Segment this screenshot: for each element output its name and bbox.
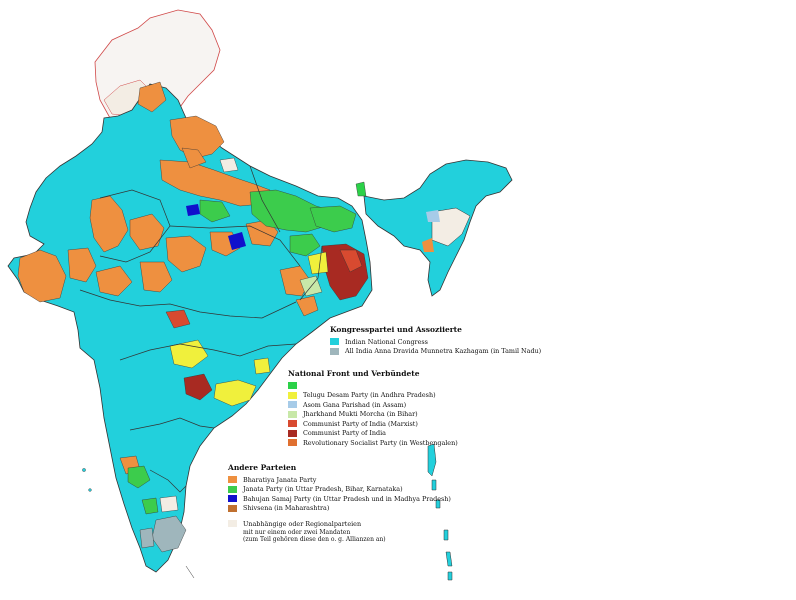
- legend-item: Shivsena (in Maharashtra): [228, 504, 451, 514]
- legend-swatch: [330, 338, 339, 346]
- legend-swatch: [288, 429, 297, 437]
- legend-item: Jharkhand Mukti Morcha (in Bihar): [288, 410, 458, 420]
- legend-national-front-title: National Front und Verbündete: [288, 369, 420, 378]
- legend-item: Asom Gana Parishad (in Assam): [288, 400, 458, 410]
- legend-label: Communist Party of India: [303, 429, 386, 438]
- lakshadweep-islands: [82, 468, 92, 492]
- legend-item: Bharatiya Janata Party: [228, 475, 451, 485]
- legend-swatch: [288, 439, 297, 447]
- legend-item: Janata Party (in Uttar Pradesh, Bihar, K…: [228, 485, 451, 495]
- legend-swatch: [228, 520, 237, 528]
- legend-item: Communist Party of India (Marxist): [288, 419, 458, 429]
- legend-note-line: (zum Teil gehören diese den o. g. Allian…: [243, 535, 386, 543]
- legend-label: All India Anna Dravida Munnetra Kazhagam…: [345, 347, 542, 356]
- legend-congress: Kongresspartei und Assoziierte Indian Na…: [330, 325, 541, 356]
- legend-swatch: [288, 391, 297, 399]
- legend-item-independents: Unabhängige oder Regionalparteien: [228, 519, 451, 529]
- legend-congress-title: Kongresspartei und Assoziierte: [330, 325, 462, 334]
- bihar-left-regions: [299, 243, 369, 301]
- sikkim-green: [355, 181, 367, 197]
- tamil-aiadmk-regions: [139, 515, 187, 553]
- legend-note-line: mit nur einem oder zwei Mandaten: [243, 528, 351, 536]
- coast-line-south: [185, 565, 195, 579]
- legend-item: Revolutionary Socialist Party (in Westbe…: [288, 438, 458, 448]
- legend-label: Unabhängige oder Regionalparteien: [243, 519, 362, 528]
- legend-other-parties: Andere Parteien Bharatiya Janata Party J…: [228, 463, 451, 543]
- independent-regions: [159, 157, 239, 513]
- legend-label: Bharatiya Janata Party: [243, 475, 317, 484]
- legend-item: All India Anna Dravida Munnetra Kazhagam…: [330, 347, 541, 357]
- legend-swatch: [228, 504, 237, 512]
- legend-swatch: [330, 347, 339, 355]
- legend-swatch: [288, 420, 297, 428]
- legend-item: Bahujan Samaj Party (in Uttar Pradesh un…: [228, 494, 451, 504]
- legend-label: Revolutionary Socialist Party (in Westbe…: [303, 438, 458, 447]
- state-boundaries: [79, 165, 323, 493]
- northeast-bjp: [422, 238, 434, 252]
- bjp-regions: [17, 81, 319, 475]
- legend-other-title: Andere Parteien: [228, 463, 297, 472]
- legend-swatch: [228, 495, 237, 503]
- assam-agp: [426, 210, 440, 222]
- legend-item: Indian National Congress: [330, 337, 541, 347]
- bsp-regions: [186, 204, 246, 250]
- legend-national-front: National Front und Verbündete Telugu Des…: [288, 369, 458, 448]
- legend-label: Indian National Congress: [345, 337, 428, 346]
- janata-regions: [127, 189, 357, 515]
- legend-swatch: [228, 476, 237, 484]
- legend-label: Shivsena (in Maharashtra): [243, 504, 330, 513]
- south-left-regions: [165, 309, 213, 401]
- legend-label: Telugu Desam Party (in Andhra Pradesh): [303, 391, 436, 400]
- legend-swatch: [288, 382, 297, 390]
- legend-label: Janata Party (in Uttar Pradesh, Bihar, K…: [243, 485, 403, 494]
- legend-swatch: [288, 410, 297, 418]
- legend-label: Jharkhand Mukti Morcha (in Bihar): [303, 410, 418, 419]
- legend-item: [288, 381, 458, 391]
- legend-item: Communist Party of India: [288, 429, 458, 439]
- legend-label: Communist Party of India (Marxist): [303, 419, 418, 428]
- andaman-islands: [427, 443, 453, 581]
- legend-swatch: [228, 485, 237, 493]
- legend-label: Asom Gana Parishad (in Assam): [303, 400, 407, 409]
- legend-item: Telugu Desam Party (in Andhra Pradesh): [288, 391, 458, 401]
- legend-label: Bahujan Samaj Party (in Uttar Pradesh un…: [243, 494, 451, 503]
- legend-swatch: [288, 401, 297, 409]
